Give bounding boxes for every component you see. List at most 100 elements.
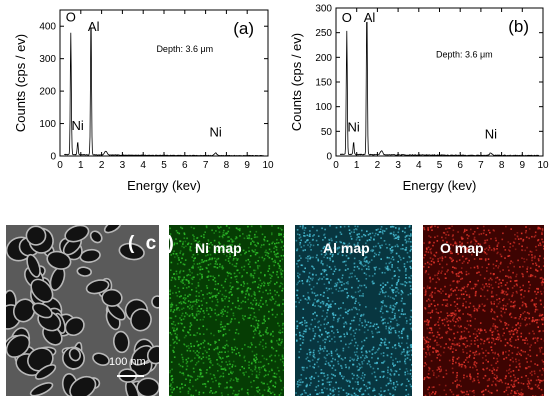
map-dot xyxy=(451,271,454,273)
map-dot xyxy=(514,317,517,319)
map-dot xyxy=(492,330,495,333)
map-dot xyxy=(486,338,488,341)
map-dot xyxy=(531,300,534,302)
map-dot xyxy=(224,333,227,335)
map-dot xyxy=(394,347,397,350)
map-dot xyxy=(326,297,329,299)
map-dot xyxy=(181,227,184,230)
map-dot xyxy=(379,344,381,346)
map-dot xyxy=(172,381,174,384)
map-dot xyxy=(498,278,501,281)
map-dot xyxy=(186,274,188,277)
map-dot xyxy=(369,239,372,241)
map-dot xyxy=(190,301,192,303)
map-dot xyxy=(379,394,382,396)
map-dot xyxy=(281,258,284,261)
map-dot xyxy=(299,334,301,336)
map-dot xyxy=(247,393,250,396)
map-dot xyxy=(281,313,283,315)
map-dot xyxy=(402,292,404,294)
map-dot xyxy=(486,270,488,272)
map-dot xyxy=(426,327,429,330)
map-dot xyxy=(479,329,482,332)
map-dot xyxy=(228,291,231,294)
map-dot xyxy=(381,339,384,341)
map-dot xyxy=(437,354,439,356)
map-dot xyxy=(310,288,313,290)
map-dot xyxy=(390,226,392,228)
map-dot xyxy=(230,273,232,275)
map-dot xyxy=(483,310,486,312)
map-dot xyxy=(521,301,524,303)
map-dot xyxy=(309,393,311,396)
x-tick-label: 1 xyxy=(78,160,84,171)
map-dot xyxy=(298,331,301,334)
map-dot xyxy=(526,343,529,345)
map-dot xyxy=(381,305,383,308)
map-dot xyxy=(209,257,211,260)
map-dot xyxy=(228,250,231,252)
map-dot xyxy=(310,249,312,251)
map-dot xyxy=(243,282,246,285)
map-dot xyxy=(317,235,320,237)
map-dot xyxy=(277,262,279,265)
map-dot xyxy=(342,302,344,304)
map-dot xyxy=(203,312,205,314)
map-dot xyxy=(362,293,364,295)
map-dot xyxy=(362,265,365,267)
map-dot xyxy=(355,394,357,396)
map-dot xyxy=(348,366,350,369)
map-dot xyxy=(393,298,395,300)
map-dot xyxy=(343,333,345,335)
map-dot xyxy=(491,287,494,289)
map-dot xyxy=(406,378,409,380)
map-dot xyxy=(429,377,431,379)
map-dot xyxy=(221,265,224,267)
map-dot xyxy=(172,351,175,353)
map-dot xyxy=(483,389,485,392)
map-dot xyxy=(248,375,250,378)
map-dot xyxy=(260,226,262,229)
map-dot xyxy=(260,225,262,227)
map-dot xyxy=(532,337,535,339)
map-dot xyxy=(442,299,445,301)
map-dot xyxy=(213,239,216,242)
map-dot xyxy=(444,237,447,239)
map-dot xyxy=(280,254,283,257)
map-dot xyxy=(295,305,297,308)
map-dot xyxy=(405,385,408,387)
map-dot xyxy=(282,327,284,330)
map-dot xyxy=(451,362,454,365)
map-dot xyxy=(515,339,517,341)
map-dot xyxy=(310,378,312,381)
y-tick-label: 100 xyxy=(315,102,332,113)
map-dot xyxy=(500,261,502,264)
map-dot xyxy=(460,248,463,251)
map-dot xyxy=(334,268,337,270)
map-dot xyxy=(209,315,212,318)
map-dot xyxy=(383,318,386,320)
map-dot xyxy=(391,249,394,251)
map-dot xyxy=(436,235,439,237)
map-dot xyxy=(216,263,218,265)
map-dot xyxy=(394,303,397,305)
map-dot xyxy=(393,275,396,277)
map-dot xyxy=(397,278,400,281)
map-dot xyxy=(216,304,219,307)
map-dot xyxy=(541,319,544,321)
sem-pore xyxy=(76,266,92,277)
map-dot xyxy=(236,378,238,380)
map-dot xyxy=(528,323,531,325)
map-dot xyxy=(501,315,503,318)
map-dot xyxy=(392,386,394,389)
map-dot xyxy=(188,375,191,377)
map-dot xyxy=(246,392,249,394)
map-dot xyxy=(281,283,284,285)
map-dot xyxy=(471,253,473,256)
sem-pore xyxy=(32,302,53,319)
map-dot xyxy=(236,259,239,261)
map-dot xyxy=(443,347,446,349)
map-dot xyxy=(237,258,239,260)
map-dot xyxy=(329,259,332,261)
